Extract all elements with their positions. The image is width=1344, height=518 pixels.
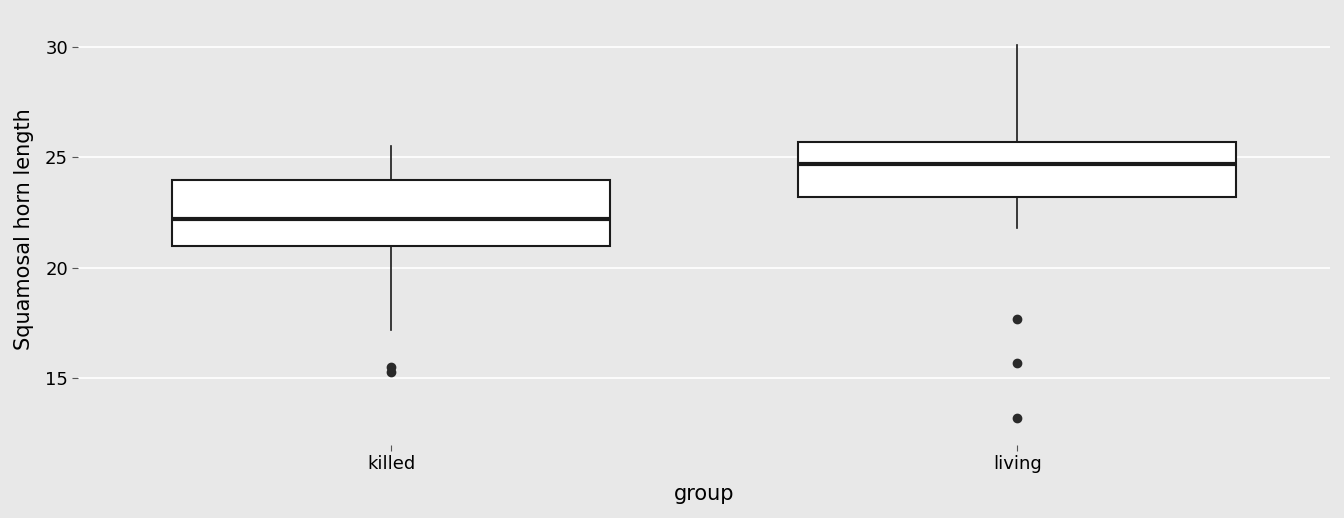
Y-axis label: Squamosal horn length: Squamosal horn length bbox=[13, 108, 34, 350]
X-axis label: group: group bbox=[673, 484, 735, 504]
PathPatch shape bbox=[172, 180, 610, 246]
PathPatch shape bbox=[798, 142, 1236, 197]
